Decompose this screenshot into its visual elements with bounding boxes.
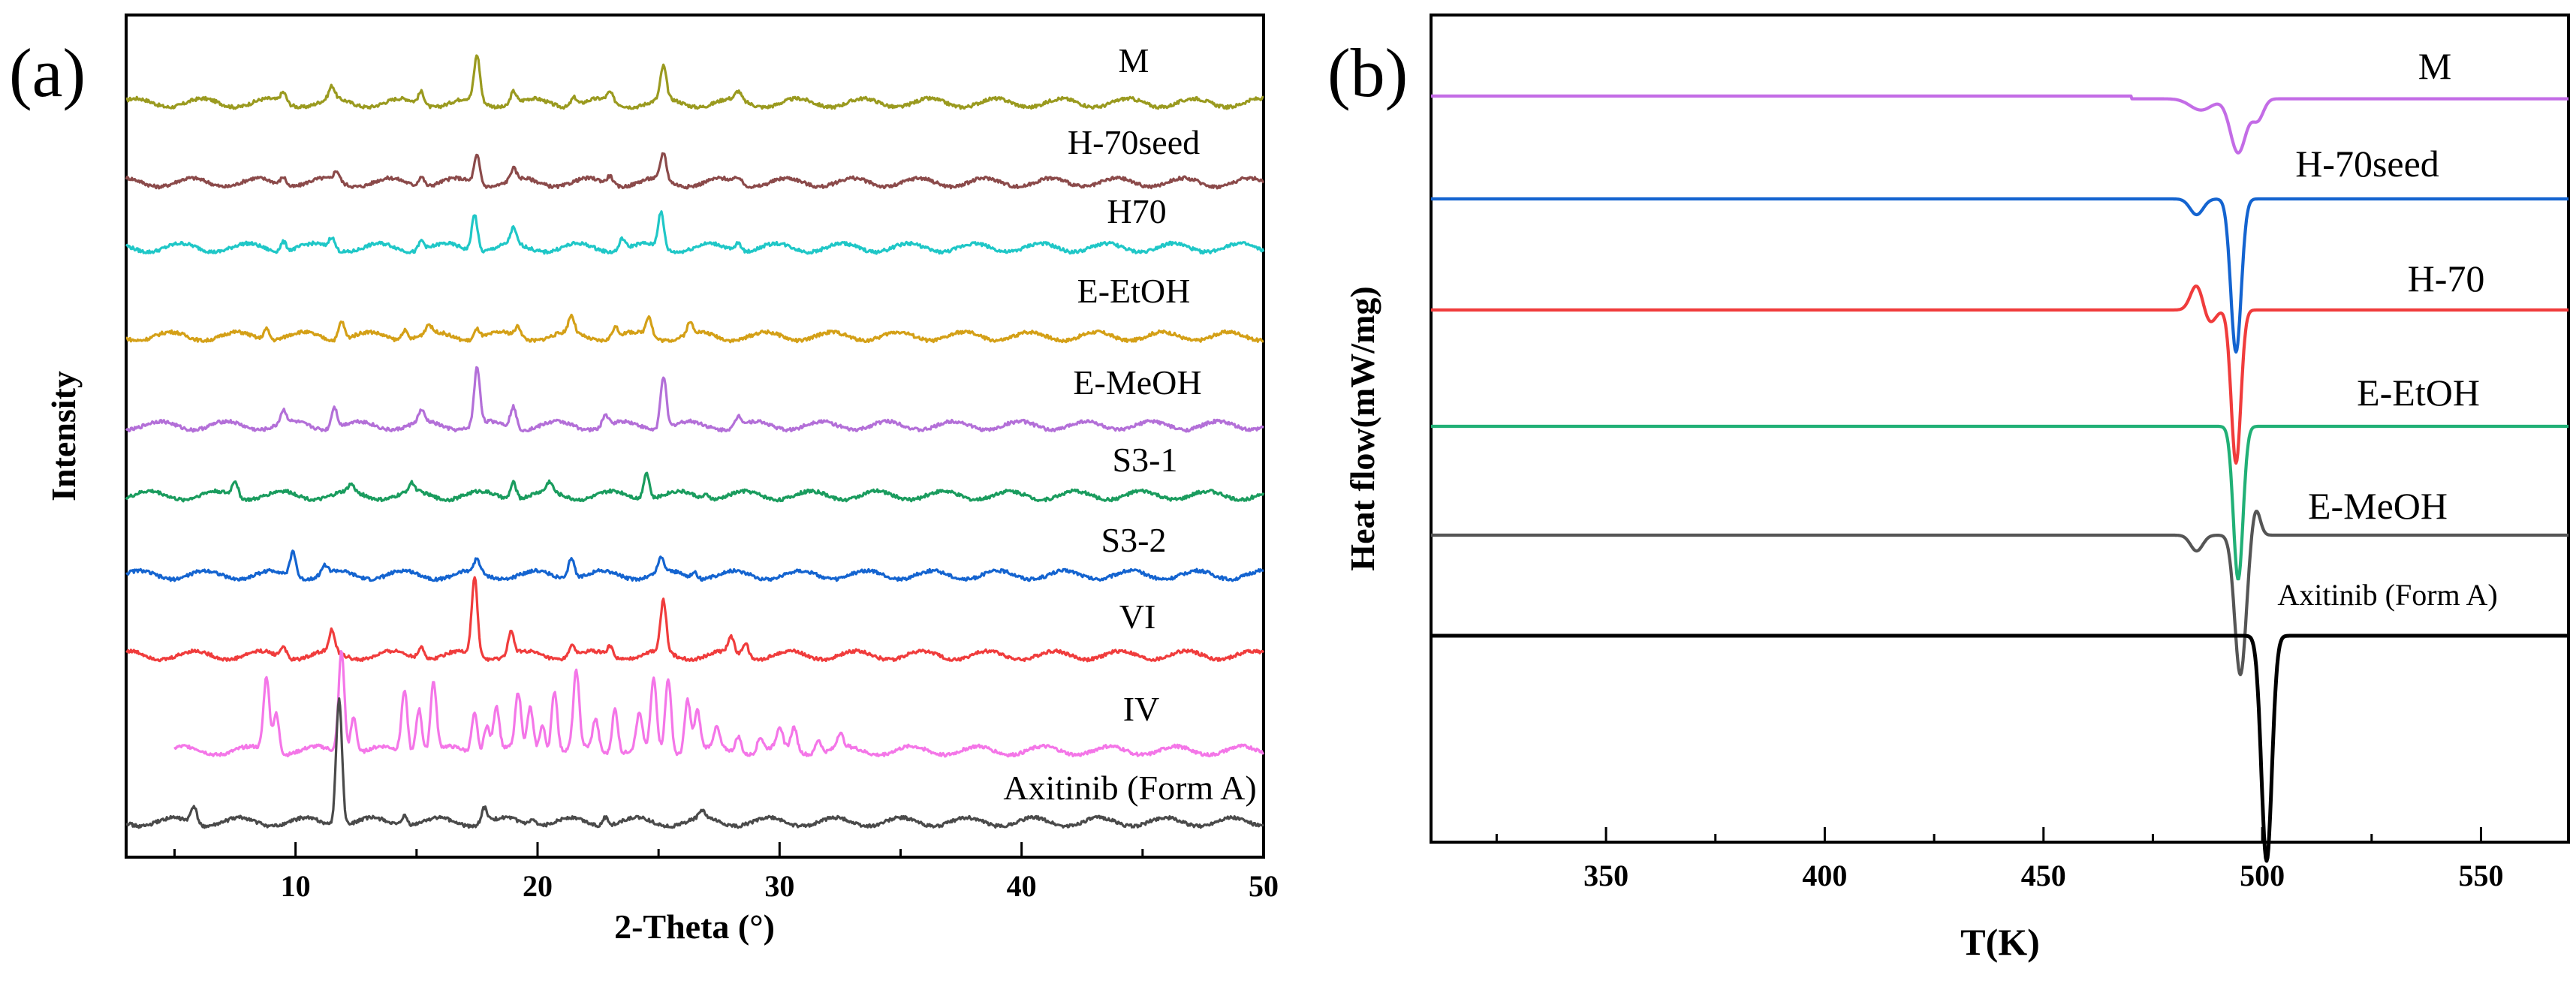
xrd-series-label-s3-1: S3-1 bbox=[1113, 441, 1178, 479]
panel-b-x-tick-label: 550 bbox=[2458, 859, 2503, 892]
dsc-series-h-70 bbox=[1430, 284, 2569, 465]
xrd-series-s3-2 bbox=[125, 549, 1264, 582]
xrd-series-e-meoh bbox=[125, 366, 1264, 433]
panel-a-label: (a) bbox=[9, 35, 86, 111]
xrd-series-label-e-meoh: E-MeOH bbox=[1073, 363, 1201, 402]
xrd-series-label-h70: H70 bbox=[1107, 192, 1166, 230]
xrd-series-label-axitinib-form-a: Axitinib (Form A) bbox=[1003, 769, 1256, 807]
xrd-series-h-70seed bbox=[125, 152, 1265, 190]
xrd-series-vi bbox=[125, 576, 1265, 663]
panel-b-x-tick-label: 500 bbox=[2240, 859, 2285, 892]
panel-b-x-tick-label: 400 bbox=[1802, 859, 1847, 892]
xrd-series-label-s3-2: S3-2 bbox=[1101, 521, 1167, 559]
panel-b-series-group bbox=[1430, 94, 2570, 863]
panel-b-x-tick-label: 450 bbox=[2021, 859, 2066, 892]
panel-b-x-axis: 350 400 450 500 550 bbox=[1495, 827, 2503, 892]
xrd-series-s3-1 bbox=[125, 471, 1265, 503]
panel-a-y-axis-title: Intensity bbox=[44, 371, 83, 501]
panel-b-plot-frame bbox=[1430, 14, 2570, 844]
dsc-series-m bbox=[1430, 94, 2569, 155]
dsc-series-e-meoh bbox=[1430, 510, 2569, 676]
xrd-series-label-e-etoh: E-EtOH bbox=[1077, 272, 1191, 310]
panel-a-plot-frame bbox=[125, 14, 1265, 859]
xrd-series-axitinib-form-a bbox=[125, 697, 1264, 829]
panel-a-x-tick-label: 20 bbox=[523, 869, 553, 903]
xrd-series-label-h-70seed: H-70seed bbox=[1068, 123, 1200, 161]
panel-a-x-tick-label: 50 bbox=[1249, 869, 1279, 903]
panel-b-dsc-chart: (b) 350 400 450 500 550 M H-70seed H-70 E-EtOH E… bbox=[1327, 14, 2570, 963]
panel-a-x-tick-label: 40 bbox=[1007, 869, 1037, 903]
xrd-series-label-vi: VI bbox=[1119, 597, 1156, 636]
dsc-series-e-etoh bbox=[1430, 424, 2569, 581]
panel-a-x-axis-title: 2-Theta (°) bbox=[614, 907, 775, 946]
dsc-series-axitinib-form-a bbox=[1430, 633, 2570, 863]
panel-a-x-tick-label: 10 bbox=[281, 869, 311, 903]
panel-b-series-labels: M H-70seed H-70 E-EtOH E-MeOH Axitinib (Form … bbox=[2277, 45, 2497, 612]
dsc-series-h-70seed bbox=[1430, 197, 2569, 354]
xrd-series-m bbox=[125, 54, 1264, 110]
panel-b-y-axis-title: Heat flow(mW/mg) bbox=[1343, 286, 1381, 570]
panel-b-x-axis-title: T(K) bbox=[1960, 921, 2040, 963]
panel-a-x-tick-label: 30 bbox=[764, 869, 794, 903]
dsc-series-label-e-etoh: E-EtOH bbox=[2357, 372, 2480, 414]
xrd-series-iv bbox=[173, 650, 1265, 758]
xrd-series-label-m: M bbox=[1119, 41, 1149, 80]
dsc-series-label-e-meoh: E-MeOH bbox=[2308, 485, 2448, 527]
dsc-series-label-h-70seed: H-70seed bbox=[2295, 143, 2439, 185]
dsc-series-label-axitinib-form-a: Axitinib (Form A) bbox=[2277, 578, 2497, 612]
xrd-series-label-iv: IV bbox=[1123, 690, 1160, 728]
panel-b-x-tick-label: 350 bbox=[1583, 859, 1628, 892]
panel-a-series-labels: M H-70seed H70 E-EtOH E-MeOH S3-1 S3-2 VI IV Axit… bbox=[1003, 41, 1256, 807]
xrd-series-e-etoh bbox=[125, 313, 1264, 344]
panel-a-series-group bbox=[125, 54, 1265, 829]
dsc-series-label-m: M bbox=[2418, 45, 2451, 87]
panel-a-xrd-chart: (a) 10 20 30 40 50 M H-70seed H70 E-EtOH E-MeOH S… bbox=[9, 14, 1279, 946]
panel-a-x-axis: 10 20 30 40 50 bbox=[173, 842, 1279, 903]
xrd-series-h70 bbox=[125, 210, 1265, 255]
dsc-series-label-h-70: H-70 bbox=[2408, 257, 2485, 299]
panel-b-label: (b) bbox=[1327, 35, 1408, 111]
